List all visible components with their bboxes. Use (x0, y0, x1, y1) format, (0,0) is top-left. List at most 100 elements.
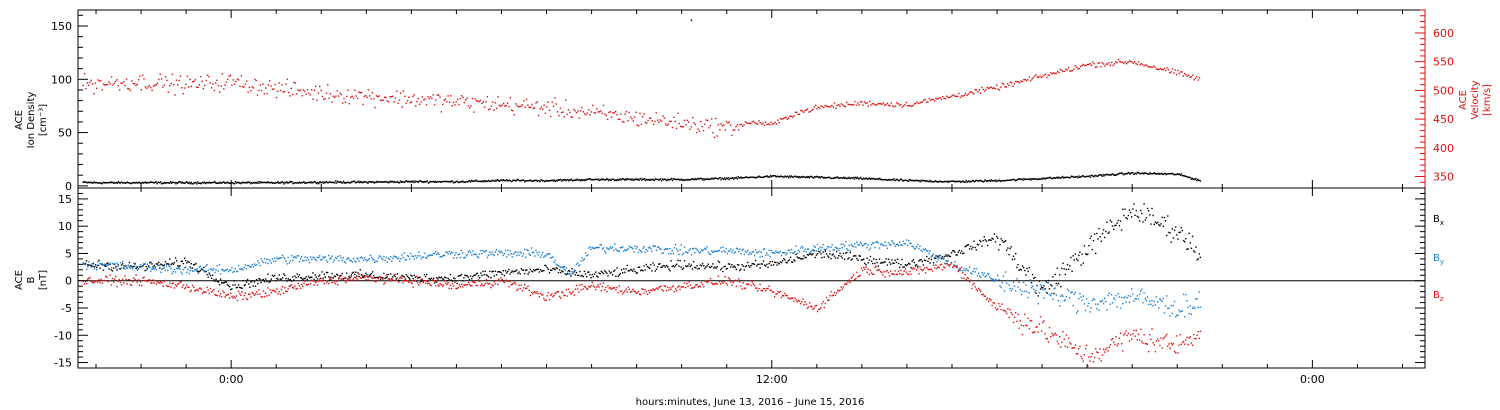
velocity-point (789, 115, 791, 117)
density-point (369, 181, 372, 183)
Bx-point (347, 278, 349, 280)
density-point (154, 181, 156, 184)
Bz-point (141, 284, 143, 287)
density-point (111, 182, 113, 184)
density-point (823, 177, 825, 179)
By-point (852, 246, 855, 248)
density-point (1055, 176, 1057, 179)
Bx-point (854, 255, 856, 257)
density-point (1033, 178, 1035, 180)
density-point (1024, 178, 1026, 181)
Bz-point (376, 279, 378, 282)
Bz-point (143, 276, 145, 278)
density-point (500, 179, 502, 181)
By-point (1151, 299, 1153, 302)
By-point (866, 246, 868, 249)
Bx-point (271, 274, 274, 277)
density-point (1052, 177, 1055, 179)
Bz-point (128, 279, 131, 281)
density-point (891, 178, 893, 181)
By-point (829, 250, 831, 252)
By-point (406, 255, 409, 257)
Bz-point (357, 279, 359, 281)
density-point (136, 182, 138, 184)
By-point (512, 253, 515, 255)
density-point (300, 181, 302, 184)
density-point (1156, 173, 1158, 175)
By-point (944, 262, 946, 265)
velocity-point (697, 128, 699, 130)
By-point (682, 252, 685, 254)
density-point (724, 177, 726, 179)
Bx-point (970, 245, 972, 248)
Bx-point (290, 280, 293, 282)
density-point (798, 176, 801, 178)
Bz-point (837, 289, 839, 291)
density-point (1119, 172, 1121, 174)
Bz-point (635, 292, 637, 294)
velocity-point (1125, 63, 1128, 65)
By-point (328, 254, 330, 257)
By-point (135, 265, 137, 268)
density-point (945, 180, 948, 183)
density-point (877, 177, 879, 180)
velocity-point (1002, 83, 1005, 85)
By-point (993, 280, 995, 282)
density-point (928, 180, 930, 183)
Bx-point (409, 278, 411, 280)
Bx-point (171, 262, 173, 264)
density-point (458, 181, 460, 184)
Bx-point (1125, 217, 1127, 219)
Bx-point (509, 273, 511, 275)
By-point (821, 246, 823, 249)
Bz-point (558, 295, 561, 298)
density-point (539, 181, 541, 183)
By-point (1162, 297, 1164, 300)
Bz-point (679, 288, 681, 291)
density-point (763, 176, 766, 178)
velocity-point (221, 73, 224, 75)
density-point (969, 181, 971, 183)
Bx-point (1178, 231, 1180, 234)
Bx-point (165, 263, 168, 265)
density-point (153, 182, 156, 184)
Bz-point (804, 301, 806, 303)
velocity-point (601, 112, 603, 114)
velocity-point (1171, 68, 1174, 70)
velocity-point (698, 130, 701, 132)
velocity-point (483, 106, 486, 108)
velocity-point (305, 93, 307, 95)
density-point (490, 180, 493, 183)
Bx-point (287, 278, 289, 280)
density-point (453, 181, 456, 183)
Bx-point (653, 264, 655, 266)
velocity-point (1112, 64, 1114, 67)
By-point (766, 252, 768, 254)
Bz-point (426, 280, 428, 282)
density-point (514, 179, 516, 181)
velocity-point (739, 124, 741, 126)
density-point (786, 176, 788, 178)
Bz-point (689, 284, 691, 286)
density-point (659, 178, 661, 181)
By-point (1119, 307, 1122, 309)
Bx-point (244, 284, 247, 286)
Bz-point (646, 293, 649, 295)
density-point (729, 177, 731, 179)
velocity-point (297, 89, 299, 91)
By-point (578, 265, 580, 267)
Bx-point (1081, 253, 1083, 255)
Bx-point (1043, 285, 1045, 287)
velocity-point (254, 78, 256, 81)
density-point (306, 182, 309, 184)
density-point (1128, 172, 1130, 174)
By-point (191, 270, 194, 272)
Bz-point (159, 282, 161, 284)
Bz-point (388, 280, 391, 282)
density-point (795, 175, 797, 178)
density-point (929, 179, 931, 182)
density-point (1181, 174, 1184, 177)
density-point (1076, 176, 1078, 178)
velocity-point (129, 89, 132, 92)
density-point (180, 182, 183, 184)
